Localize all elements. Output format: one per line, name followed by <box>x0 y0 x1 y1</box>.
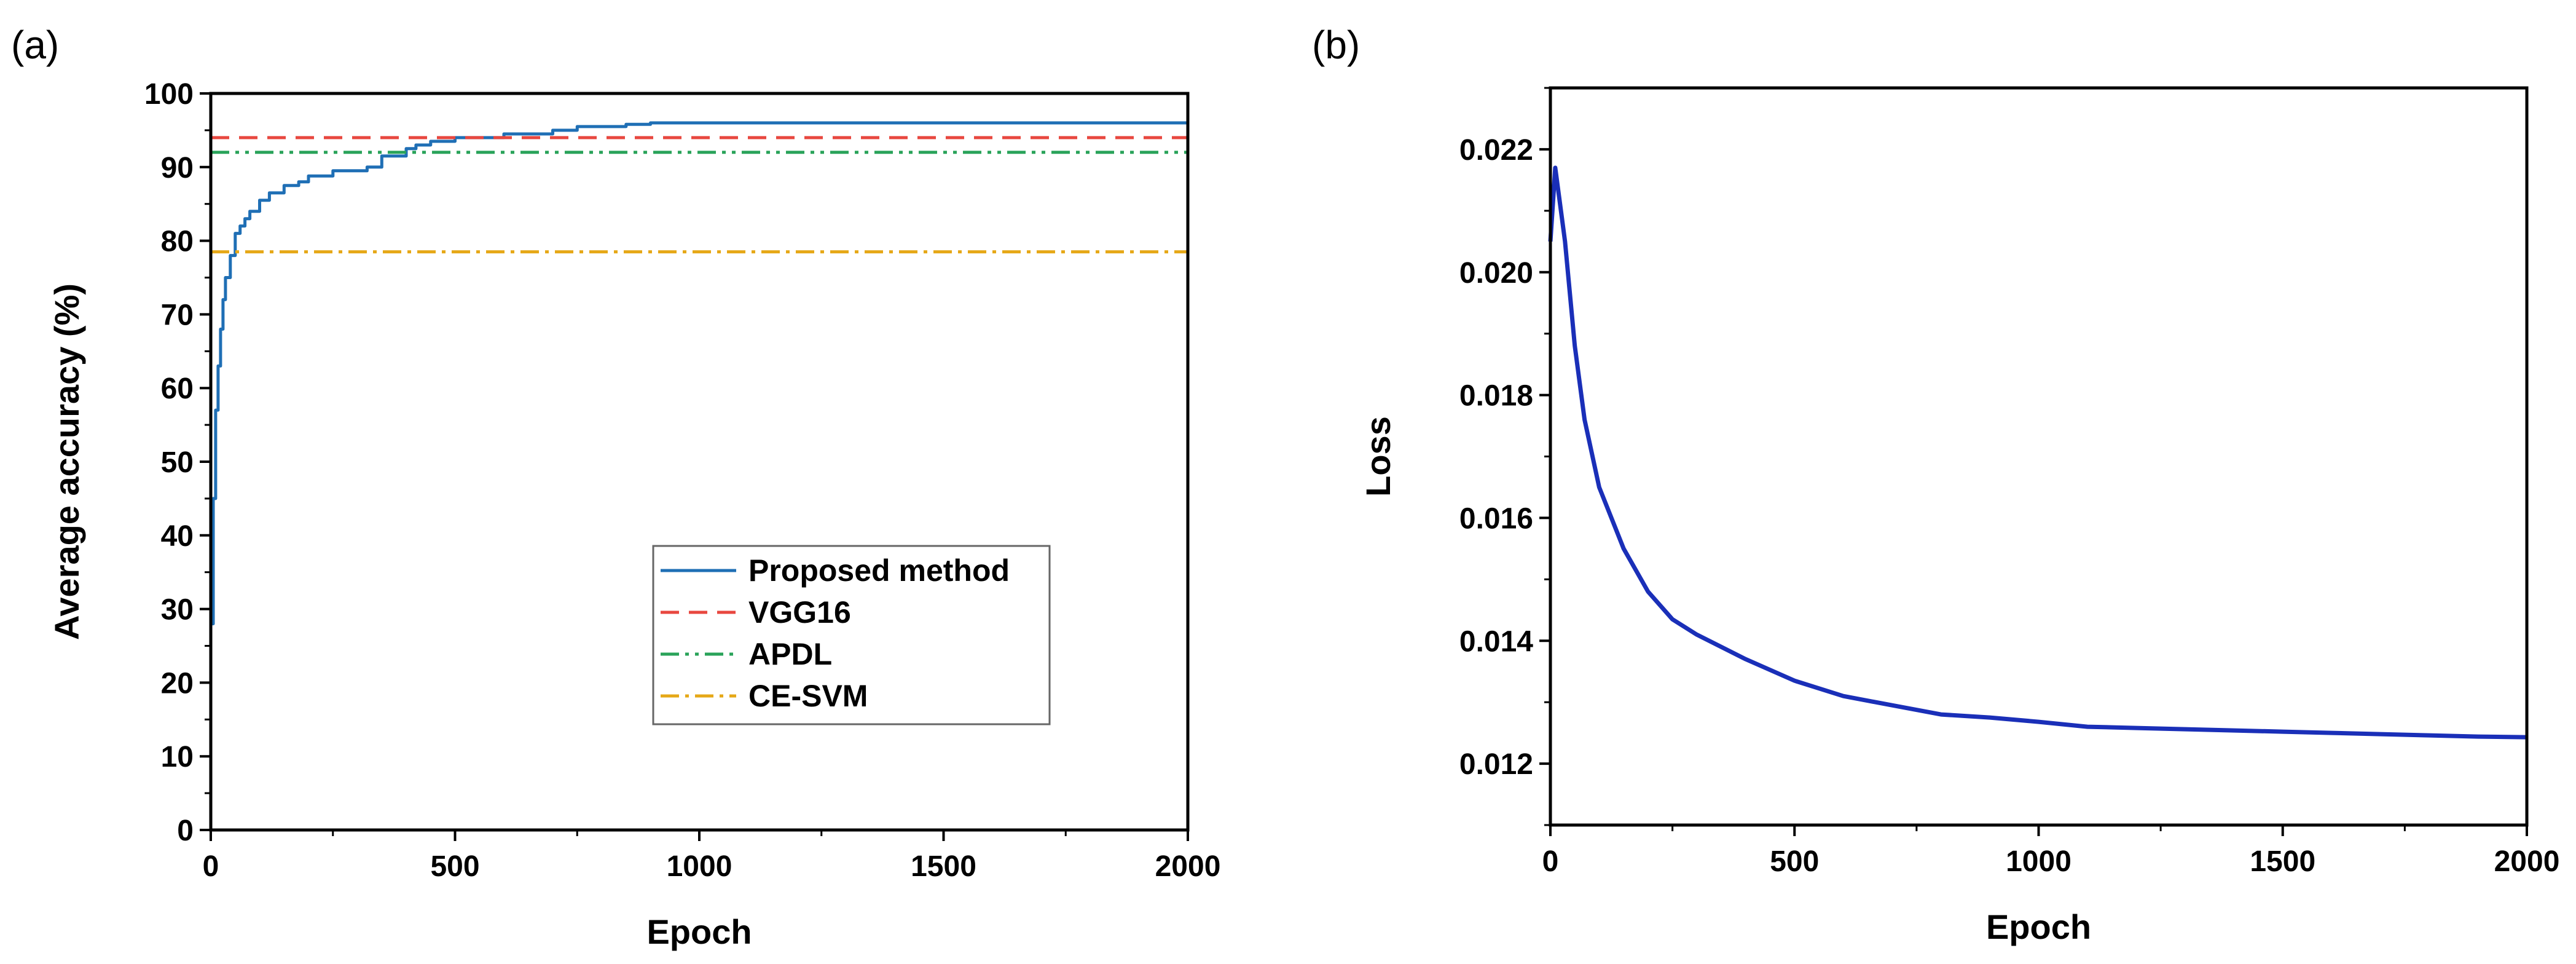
loss-plot-frame <box>1549 86 2529 827</box>
accuracy-series-group <box>211 121 1188 626</box>
x-tick-label: 1500 <box>911 850 976 883</box>
x-tick-label: 1500 <box>2250 845 2315 878</box>
y-tick-label: 100 <box>144 78 194 111</box>
accuracy-y-axis-title: Average accuracy (%) <box>47 283 86 640</box>
y-tick-label: 40 <box>161 520 194 553</box>
x-tick-label: 500 <box>430 850 479 883</box>
y-tick-label: 90 <box>161 152 194 184</box>
y-tick-label: 0.014 <box>1459 625 1533 658</box>
y-tick-label: 10 <box>161 741 194 773</box>
accuracy-y-ticks: 0 10 20 30 40 50 60 70 80 90 100 <box>144 78 211 847</box>
legend-box <box>652 545 1051 725</box>
loss-chart: 0 500 1000 1500 2000 0.0120.0140.0160.0180.0… <box>1359 86 2560 946</box>
loss-series-group <box>1548 165 2527 740</box>
y-tick-label: 0.012 <box>1459 748 1533 781</box>
x-tick-label: 0 <box>203 850 219 883</box>
series-line-loss <box>1548 165 2527 740</box>
legend-label-vgg16: VGG16 <box>748 595 851 630</box>
series-line-proposed-method <box>211 121 1188 626</box>
accuracy-x-axis-title: Epoch <box>646 912 752 951</box>
y-tick-label: 50 <box>161 446 194 479</box>
panel-a-label: (a) <box>11 23 59 67</box>
legend-label-apdl: APDL <box>748 637 832 671</box>
y-tick-label: 80 <box>161 226 194 258</box>
y-tick-label: 20 <box>161 667 194 700</box>
y-tick-label: 0.018 <box>1459 380 1533 413</box>
x-tick-label: 1000 <box>2006 845 2071 878</box>
y-tick-label: 0.020 <box>1459 257 1533 290</box>
accuracy-chart: 0 500 1000 1500 2000 0102030405060708090100 … <box>47 78 1220 951</box>
y-tick-label: 30 <box>161 594 194 626</box>
y-tick-label: 70 <box>161 299 194 331</box>
loss-y-ticks: 0.012 0.014 0.016 0.018 0.020 0.022 <box>1459 87 1550 826</box>
legend-label-ce-svm: CE-SVM <box>748 679 868 713</box>
accuracy-x-ticks: 0 500 1000 1500 2000 <box>203 830 1221 883</box>
accuracy-legend: Proposed method VGG16 APDL CE-SVM <box>652 545 1051 725</box>
x-tick-label: 2000 <box>1155 850 1221 883</box>
x-tick-label: 1000 <box>667 850 732 883</box>
legend-label-proposed-method: Proposed method <box>748 553 1010 588</box>
loss-x-ticks: 0 500 1000 1500 2000 <box>1542 825 2560 878</box>
y-tick-label: 0.022 <box>1459 134 1533 167</box>
loss-y-axis-title: Loss <box>1359 416 1397 497</box>
y-tick-label: 60 <box>161 373 194 405</box>
x-tick-label: 500 <box>1770 845 1819 878</box>
x-tick-label: 2000 <box>2494 845 2560 878</box>
y-tick-label: 0 <box>177 815 194 847</box>
loss-x-axis-title: Epoch <box>1986 907 2091 946</box>
x-tick-label: 0 <box>1542 845 1559 878</box>
panel-b-label: (b) <box>1312 23 1360 67</box>
y-tick-label: 0.016 <box>1459 502 1533 535</box>
